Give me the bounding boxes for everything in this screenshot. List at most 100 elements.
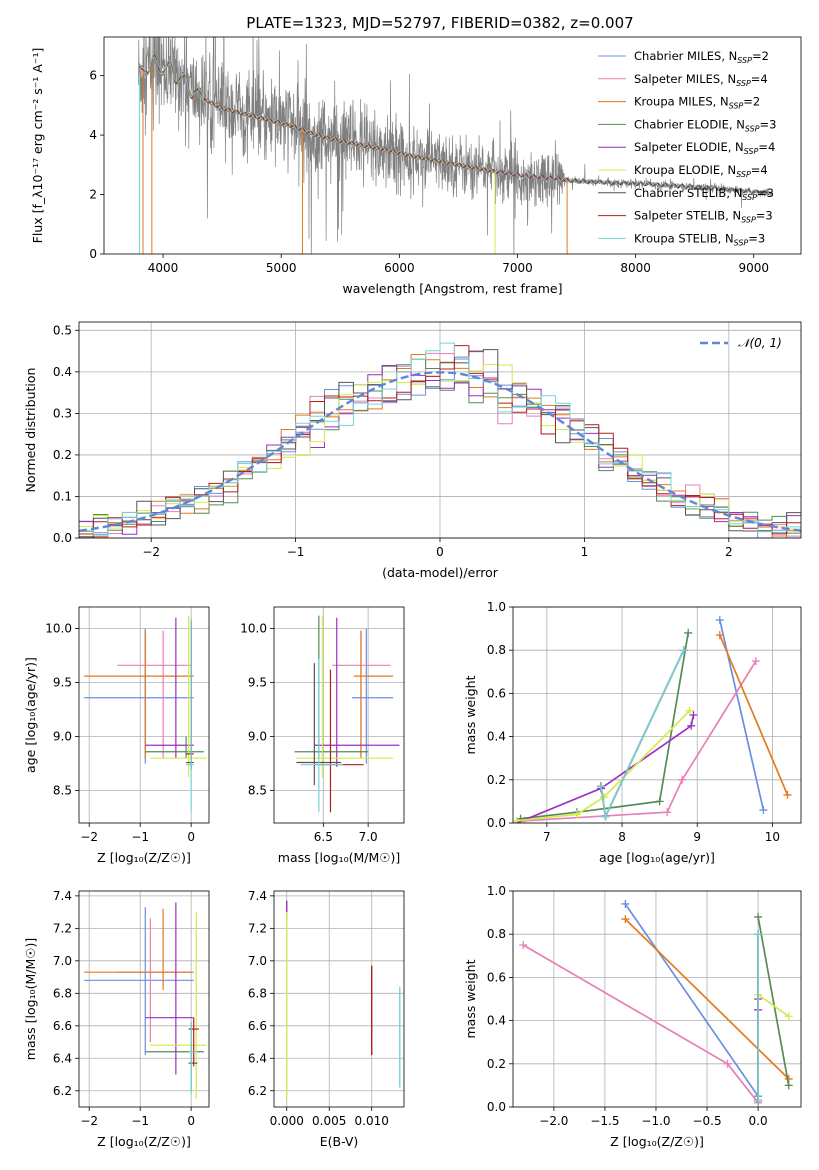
mass-vs-ebv-xtick-label: 0.010 bbox=[355, 1114, 389, 1128]
age-vs-Z-ytick-label: 10.0 bbox=[45, 622, 72, 636]
legend-label: Chabrier ELODIE, NSSP=3 bbox=[634, 117, 776, 133]
normal-reference-curve bbox=[79, 371, 801, 532]
weight-vs-Z-xtick-label: −1.0 bbox=[641, 1114, 670, 1128]
legend-label: Salpeter MILES, NSSP=4 bbox=[634, 72, 768, 88]
mass-vs-Z-xlabel: Z [log₁₀(Z/Z☉)] bbox=[97, 1134, 191, 1149]
age-vs-Z-ytick-label: 9.0 bbox=[53, 730, 72, 744]
weight-marker bbox=[572, 810, 581, 819]
histogram-step bbox=[79, 354, 801, 538]
weight-marker bbox=[754, 1096, 763, 1105]
spectrum-plot-area bbox=[137, 37, 773, 254]
weight-marker bbox=[655, 797, 664, 806]
weight-line bbox=[520, 632, 690, 820]
weight-vs-Z-xtick-label: −0.5 bbox=[692, 1114, 721, 1128]
weight-vs-age-xlabel: age [log₁₀(age/yr)] bbox=[599, 850, 715, 865]
mass-vs-Z-xtick-label: 0 bbox=[187, 1114, 195, 1128]
residuals-frame bbox=[78, 321, 802, 539]
weight-vs-age-plot-area bbox=[513, 615, 792, 823]
weight-marker bbox=[599, 793, 608, 802]
weight-line bbox=[522, 944, 759, 1104]
weight-marker bbox=[685, 706, 694, 715]
weight-vs-Z-ytick-label: 0.2 bbox=[487, 1057, 506, 1071]
weight-marker bbox=[783, 790, 792, 799]
mass-vs-ebv-ytick-label: 6.8 bbox=[248, 986, 267, 1000]
age-vs-mass-xlabel: mass [log₁₀(M/M☉)] bbox=[278, 850, 400, 865]
weight-marker bbox=[513, 816, 521, 823]
residuals-xtick-label: −1 bbox=[287, 545, 305, 559]
spectrum-xtick-label: 4000 bbox=[148, 261, 179, 275]
age-vs-mass-panel: 6.5 7.0 8.5 9.0 9.5 10.0 mass [log₁₀(M/M☉)] bbox=[240, 606, 405, 865]
age-vs-Z-xtick-label: −2 bbox=[80, 830, 98, 844]
weight-marker bbox=[621, 899, 630, 908]
spectrum-model-line bbox=[139, 56, 770, 195]
weight-line bbox=[516, 710, 691, 822]
legend-label: Chabrier STELIB, NSSP=3 bbox=[634, 186, 774, 202]
weight-marker bbox=[751, 657, 760, 665]
mass-vs-Z-xtick-label: −2 bbox=[80, 1114, 98, 1128]
spectrum-ylabel: Flux [f_λ10⁻¹⁷ erg cm⁻² s⁻¹ A⁻¹] bbox=[30, 48, 45, 244]
residuals-xlabel: (data-model)/error bbox=[382, 565, 499, 580]
weight-line bbox=[524, 660, 757, 822]
weight-vs-Z-frame bbox=[512, 890, 802, 1108]
weight-vs-Z-xlabel: Z [log₁₀(Z/Z☉)] bbox=[610, 1134, 704, 1149]
weight-line bbox=[757, 916, 790, 1086]
spectrum-ytick-label: 6 bbox=[89, 69, 97, 83]
residuals-ylabel: Normed distribution bbox=[23, 368, 38, 493]
weight-marker bbox=[759, 806, 768, 815]
age-vs-Z-ylabel: age [log₁₀(age/yr)] bbox=[23, 657, 38, 773]
spectrum-xtick-label: 5000 bbox=[266, 261, 297, 275]
age-vs-Z-ytick-label: 9.5 bbox=[53, 676, 72, 690]
mass-vs-Z-ytick-label: 6.2 bbox=[53, 1084, 72, 1098]
weight-vs-Z-xtick-label: −1.5 bbox=[590, 1114, 619, 1128]
mass-vs-Z-plot-area bbox=[84, 902, 207, 1099]
weight-marker bbox=[754, 912, 763, 921]
legend-label: Chabrier MILES, NSSP=2 bbox=[634, 49, 769, 65]
spectrum-frame bbox=[103, 36, 802, 255]
legend-label: Salpeter STELIB, NSSP=3 bbox=[634, 209, 773, 225]
residuals-xtick-label: −2 bbox=[142, 545, 160, 559]
spectrum-ytick-label: 2 bbox=[89, 188, 97, 202]
residuals-ytick-label: 0.2 bbox=[53, 448, 72, 462]
weight-vs-Z-plot-area bbox=[519, 899, 793, 1107]
weight-marker bbox=[723, 1059, 732, 1068]
weight-vs-Z-ytick-label: 0.6 bbox=[487, 970, 506, 984]
age-vs-mass-frame bbox=[273, 606, 405, 824]
mass-vs-ebv-xtick-label: 0.005 bbox=[312, 1114, 346, 1128]
weight-vs-age-ytick-label: 0.4 bbox=[487, 730, 506, 744]
mass-vs-ebv-ytick-label: 7.2 bbox=[248, 921, 267, 935]
weight-vs-age-xtick-label: 10 bbox=[765, 830, 780, 844]
weight-vs-Z-xtick-label: −2.0 bbox=[539, 1114, 568, 1128]
mass-vs-ebv-plot-area bbox=[286, 900, 401, 1099]
age-vs-Z-xtick-label: −1 bbox=[131, 830, 149, 844]
weight-vs-age-xtick-label: 8 bbox=[618, 830, 626, 844]
histogram-step bbox=[79, 342, 801, 536]
mass-vs-Z-frame bbox=[78, 890, 210, 1108]
spectrum-panel: 4000 5000 6000 7000 8000 9000 0 2 4 6 wavelength [… bbox=[30, 36, 802, 296]
mass-vs-ebv-panel: 0.000 0.005 0.010 6.2 6.4 6.6 6.8 7.0 7.2 7.4 E(B-… bbox=[248, 889, 405, 1149]
residuals-ytick-label: 0.4 bbox=[53, 365, 72, 379]
mass-vs-ebv-ytick-label: 7.0 bbox=[248, 954, 267, 968]
spectrum-ytick-label: 0 bbox=[89, 247, 97, 261]
weight-vs-Z-ytick-label: 0.8 bbox=[487, 927, 506, 941]
weight-marker bbox=[601, 812, 610, 821]
residuals-ytick-label: 0.1 bbox=[53, 489, 72, 503]
weight-marker bbox=[784, 1081, 793, 1090]
weight-line bbox=[719, 634, 789, 796]
age-vs-Z-panel: −2 −1 0 8.5 9.0 9.5 10.0 Z [log₁₀(Z/Z☉)] age [lo… bbox=[23, 606, 210, 865]
weight-marker bbox=[684, 628, 693, 637]
figure-title: PLATE=1323, MJD=52797, FIBERID=0382, z=0… bbox=[246, 14, 633, 32]
age-vs-mass-xtick-label: 7.0 bbox=[359, 830, 378, 844]
legend-label: Kroupa ELODIE, NSSP=4 bbox=[634, 163, 768, 179]
mass-vs-ebv-xlabel: E(B-V) bbox=[320, 1134, 359, 1149]
age-vs-mass-ytick-label: 9.5 bbox=[248, 676, 267, 690]
weight-vs-Z-panel: −2.0 −1.5 −1.0 −0.5 0.0 0.0 0.2 0.4 0.6 0.8 1.0 Z [… bbox=[463, 884, 802, 1149]
mass-vs-Z-ylabel: mass [log₁₀(M/M☉)] bbox=[23, 938, 38, 1060]
spectrum-xtick-label: 6000 bbox=[384, 261, 415, 275]
residuals-ytick-label: 0.5 bbox=[53, 323, 72, 337]
age-vs-mass-xtick-label: 6.5 bbox=[314, 830, 333, 844]
weight-line bbox=[624, 918, 790, 1080]
weight-line bbox=[757, 994, 790, 1017]
weight-marker bbox=[784, 1012, 793, 1021]
weight-marker bbox=[663, 808, 672, 817]
